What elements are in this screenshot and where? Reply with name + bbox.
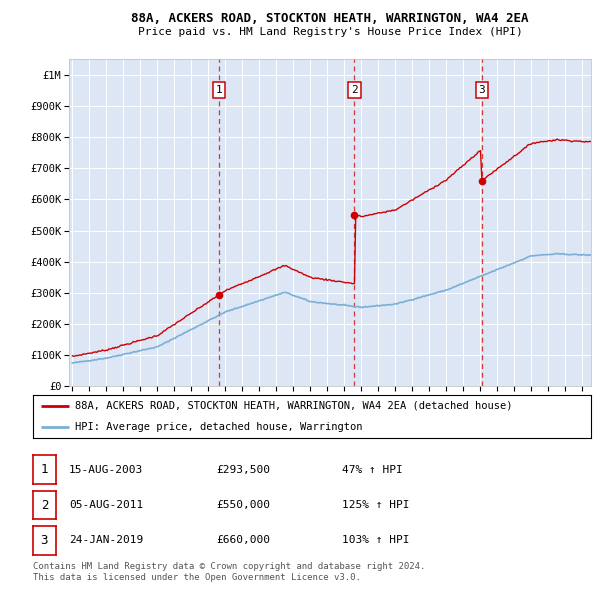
Text: 3: 3 <box>478 85 485 95</box>
Text: This data is licensed under the Open Government Licence v3.0.: This data is licensed under the Open Gov… <box>33 572 361 582</box>
Text: 2: 2 <box>351 85 358 95</box>
Text: 88A, ACKERS ROAD, STOCKTON HEATH, WARRINGTON, WA4 2EA (detached house): 88A, ACKERS ROAD, STOCKTON HEATH, WARRIN… <box>75 401 512 411</box>
Text: 47% ↑ HPI: 47% ↑ HPI <box>342 465 403 474</box>
Text: 125% ↑ HPI: 125% ↑ HPI <box>342 500 409 510</box>
Text: 15-AUG-2003: 15-AUG-2003 <box>69 465 143 474</box>
Text: 2: 2 <box>41 499 48 512</box>
Text: £550,000: £550,000 <box>216 500 270 510</box>
Text: 88A, ACKERS ROAD, STOCKTON HEATH, WARRINGTON, WA4 2EA: 88A, ACKERS ROAD, STOCKTON HEATH, WARRIN… <box>131 12 529 25</box>
Text: HPI: Average price, detached house, Warrington: HPI: Average price, detached house, Warr… <box>75 422 362 432</box>
Text: £660,000: £660,000 <box>216 536 270 545</box>
Text: £293,500: £293,500 <box>216 465 270 474</box>
Text: 103% ↑ HPI: 103% ↑ HPI <box>342 536 409 545</box>
Text: 3: 3 <box>41 534 48 547</box>
Text: 05-AUG-2011: 05-AUG-2011 <box>69 500 143 510</box>
Text: Price paid vs. HM Land Registry's House Price Index (HPI): Price paid vs. HM Land Registry's House … <box>137 28 523 37</box>
Text: 1: 1 <box>215 85 223 95</box>
Text: Contains HM Land Registry data © Crown copyright and database right 2024.: Contains HM Land Registry data © Crown c… <box>33 562 425 571</box>
Text: 1: 1 <box>41 463 48 476</box>
Text: 24-JAN-2019: 24-JAN-2019 <box>69 536 143 545</box>
